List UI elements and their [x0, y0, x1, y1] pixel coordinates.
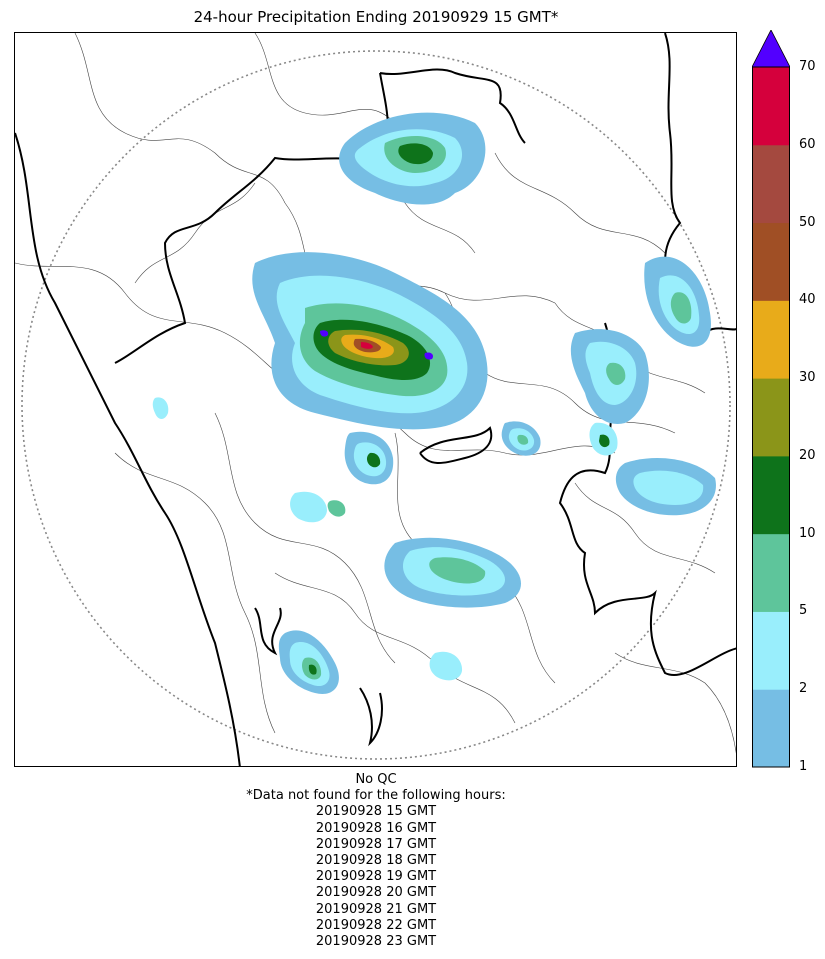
missing-hour-item: 20190928 20 GMT — [315, 885, 437, 901]
colorbar-tick-label: 40 — [799, 292, 816, 308]
missing-hour-item: 20190928 16 GMT — [315, 820, 437, 836]
colorbar-tick-label: 1 — [799, 759, 808, 774]
precip-5-10mm — [429, 557, 486, 584]
colorbar-frame — [752, 66, 790, 768]
footer-notes: No QC *Data not found for the following … — [176, 772, 576, 950]
colorbar-band — [752, 144, 790, 224]
colorbar-band — [752, 67, 790, 146]
precip-5-10mm — [517, 434, 529, 445]
colorbar-band — [752, 378, 790, 457]
missing-hour-item: 20190928 22 GMT — [315, 917, 437, 933]
precip-10-20mm — [599, 434, 610, 448]
colorbar-tick-label: 20 — [799, 447, 816, 463]
colorbar-bands — [752, 67, 790, 768]
precip-10-20mm — [308, 664, 317, 675]
chart-title: 24-hour Precipitation Ending 20190929 15… — [193, 8, 559, 26]
colorbar-tick-label: 50 — [799, 214, 816, 230]
missing-hour-item: 20190928 17 GMT — [315, 836, 437, 852]
precip-2-5mm — [633, 470, 704, 505]
colorbar-band — [752, 533, 790, 612]
precipitation-map — [14, 32, 737, 767]
colorbar-tick-label: 30 — [799, 370, 816, 386]
colorbar-band — [752, 689, 790, 768]
colorbar-band — [752, 300, 790, 379]
colorbar-band — [752, 222, 790, 301]
colorbar-band — [752, 611, 790, 690]
precip-70plus-mm — [320, 330, 329, 337]
precip-5-10mm — [327, 500, 346, 517]
missing-hour-item: 20190928 15 GMT — [315, 804, 437, 820]
colorbar-tick-label: 2 — [799, 681, 808, 697]
colorbar-tick-label: 60 — [799, 136, 816, 152]
precip-2-5mm — [290, 491, 327, 523]
colorbar-tick-label: 70 — [799, 59, 816, 74]
missing-hour-item: 20190928 19 GMT — [315, 869, 437, 885]
precip-2-5mm — [152, 397, 169, 419]
colorbar-tick-label: 5 — [799, 603, 808, 619]
missing-hours-list: 20190928 15 GMT 20190928 16 GMT 20190928 1… — [176, 804, 576, 950]
colorbar-tick-label: 10 — [799, 525, 816, 541]
map-canvas — [15, 33, 736, 766]
precip-2-5mm — [429, 651, 463, 681]
colorbar — [752, 30, 790, 768]
colorbar-extend-triangle — [752, 30, 790, 68]
missing-hour-item: 20190928 23 GMT — [315, 934, 437, 950]
missing-hour-item: 20190928 18 GMT — [315, 853, 437, 869]
precip-60-70mm — [361, 342, 373, 349]
radar-range-ring — [21, 50, 731, 760]
colorbar-band — [752, 455, 790, 535]
precip-70plus-mm — [424, 352, 434, 360]
missing-hour-item: 20190928 21 GMT — [315, 901, 437, 917]
precip-5-10mm — [670, 292, 692, 324]
missing-data-header: *Data not found for the following hours: — [246, 788, 506, 804]
precipitation-contours — [152, 112, 716, 694]
precip-10-20mm — [398, 143, 433, 165]
precip-10-20mm — [366, 452, 381, 468]
precip-5-10mm — [606, 362, 626, 385]
qc-note: No QC — [355, 772, 397, 787]
